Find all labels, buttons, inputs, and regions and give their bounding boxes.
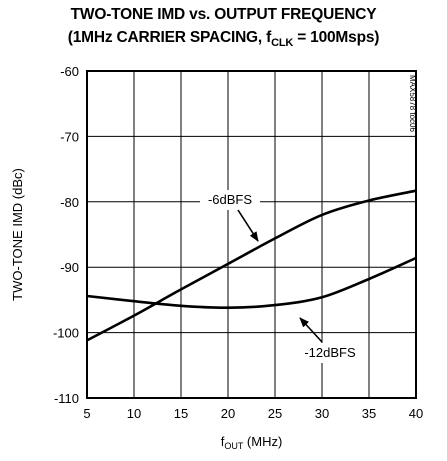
chart-title-line-1: TWO-TONE IMD vs. OUTPUT FREQUENCY — [70, 6, 377, 23]
series-line-2 — [86, 256, 417, 310]
x-axis-label: fOUT (MHz) — [221, 434, 283, 451]
annotations: -6dBFS -12dBFS — [200, 190, 364, 363]
y-axis-label: TWO-TONE IMD (dBc) — [10, 168, 25, 301]
x-tick-label: 25 — [268, 406, 282, 421]
watermark: MAX5878 toc06 — [408, 75, 417, 132]
x-tick-label: 10 — [127, 406, 141, 421]
y-tick-label: -80 — [60, 195, 79, 210]
x-tick-label: 35 — [362, 406, 376, 421]
grid-lines — [87, 71, 416, 398]
y-tick-label: -60 — [60, 64, 79, 79]
y-tick-label: -100 — [53, 326, 79, 341]
series-lines — [86, 189, 417, 342]
y-tick-label: -110 — [54, 391, 79, 406]
plot-frame — [86, 70, 417, 399]
x-tick-label: 15 — [174, 406, 188, 421]
series-annotation-label: -6dBFS — [208, 192, 252, 207]
series-line-1 — [86, 189, 417, 342]
x-tick-label: 5 — [83, 406, 90, 421]
x-tick-label: 40 — [409, 406, 423, 421]
annotation-arrow — [237, 209, 259, 242]
y-tick-label: -70 — [60, 129, 79, 144]
chart-title-line-2: (1MHz CARRIER SPACING, fCLK = 100Msps) — [67, 29, 380, 50]
x-tick-label: 20 — [221, 406, 235, 421]
annotation-arrow — [299, 317, 323, 343]
annotation-background — [200, 190, 260, 210]
series-annotation-label: -12dBFS — [304, 345, 356, 360]
annotation-background — [298, 343, 364, 363]
tick-labels: 5 10 15 20 25 30 35 40 -60 -70 -80 -90 -100 -110 — [53, 64, 423, 421]
y-tick-label: -90 — [60, 260, 79, 275]
x-tick-label: 30 — [315, 406, 329, 421]
